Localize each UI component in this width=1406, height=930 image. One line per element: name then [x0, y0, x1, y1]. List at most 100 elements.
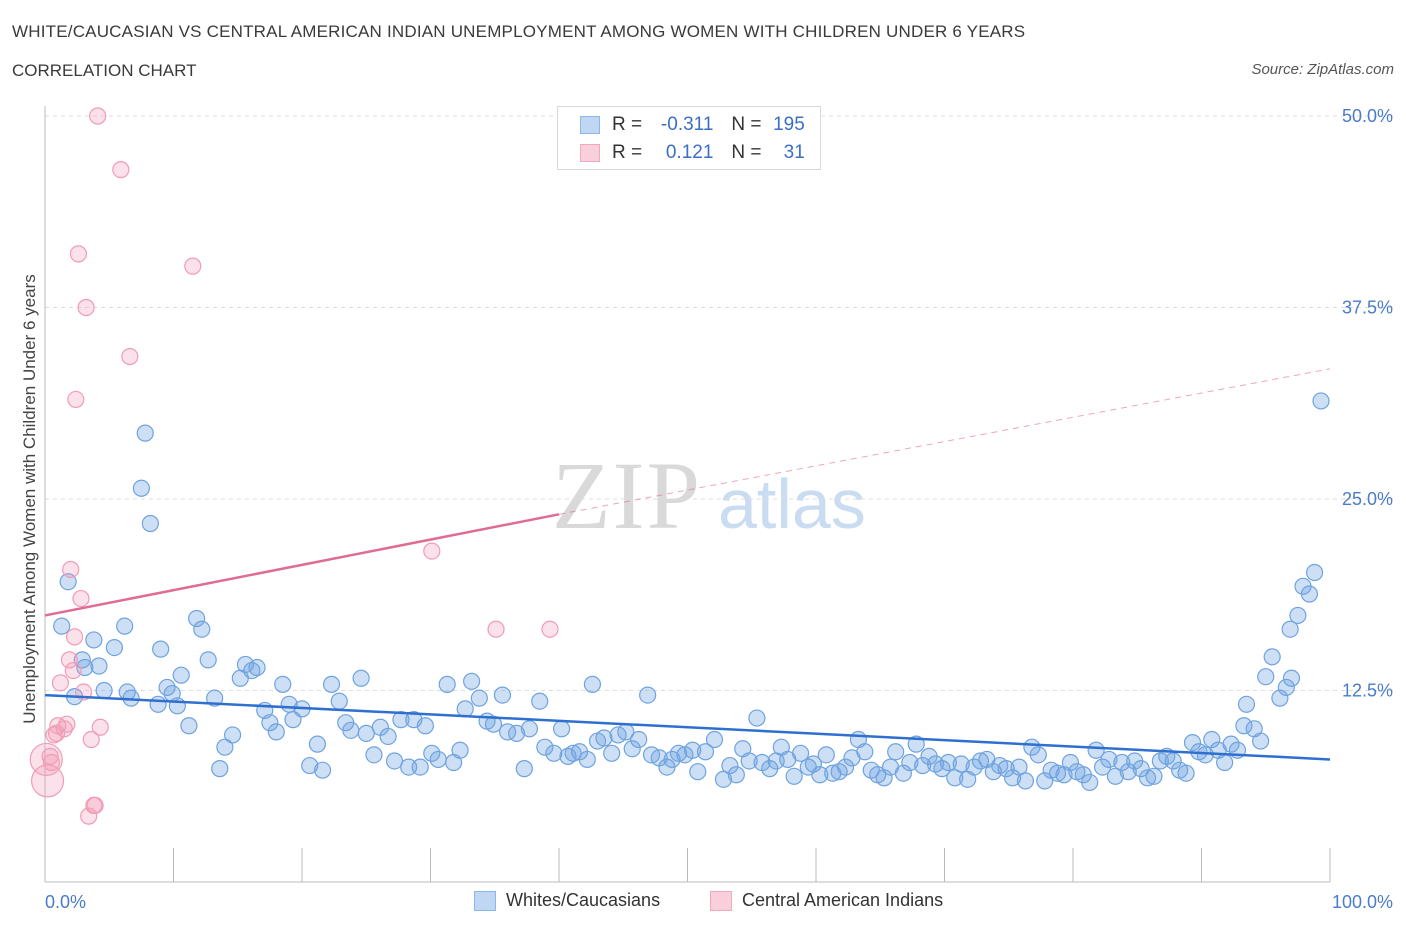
- point-whites: [564, 744, 582, 762]
- point-whites: [149, 695, 167, 713]
- point-whites: [211, 760, 229, 778]
- chart-subtitle: CORRELATION CHART: [12, 61, 197, 80]
- legend-n-label: N =: [731, 142, 762, 163]
- point-whites: [1164, 752, 1182, 770]
- point-central-american: [51, 674, 70, 692]
- point-whites: [714, 770, 733, 788]
- point-whites: [392, 711, 410, 729]
- point-whites: [193, 620, 211, 638]
- trend-line-whites: [44, 693, 1331, 761]
- point-central-american: [29, 742, 63, 777]
- point-whites: [53, 617, 71, 635]
- chart-title: WHITE/CAUCASIAN VS CENTRAL AMERICAN INDI…: [12, 22, 1026, 41]
- source-credit: Source: ZipAtlas.com: [1251, 61, 1394, 78]
- legend-n-value: 195: [773, 114, 805, 135]
- point-whites: [1106, 767, 1125, 785]
- point-whites: [352, 669, 370, 687]
- point-whites: [531, 692, 549, 710]
- point-whites: [669, 744, 688, 762]
- point-whites: [1048, 764, 1067, 782]
- point-central-american: [65, 628, 84, 646]
- point-whites: [105, 639, 123, 657]
- point-whites: [740, 752, 758, 770]
- point-whites: [1216, 753, 1234, 772]
- x-tick-label: 100.0%: [1332, 892, 1393, 912]
- point-whites: [484, 715, 503, 733]
- point-whites: [308, 735, 327, 753]
- point-whites: [507, 724, 526, 742]
- point-whites: [603, 744, 621, 762]
- series-legend-swatch-whites: [474, 890, 496, 911]
- point-whites: [1263, 648, 1281, 666]
- point-whites: [520, 720, 539, 738]
- point-whites: [423, 744, 441, 762]
- point-whites: [1222, 735, 1240, 753]
- point-central-american: [487, 620, 505, 638]
- legend-n-value: 31: [783, 142, 805, 163]
- point-whites: [1177, 764, 1195, 782]
- point-whites: [856, 743, 874, 761]
- point-whites: [116, 617, 134, 635]
- point-whites: [365, 746, 383, 764]
- point-central-american: [82, 730, 100, 749]
- watermark-zip: ZIP: [552, 442, 702, 549]
- trend-line-central-american: [44, 513, 560, 617]
- point-central-american: [67, 390, 85, 409]
- series-legend-label-central-american: Central American Indians: [742, 890, 944, 910]
- point-whites: [224, 726, 242, 744]
- point-central-american: [541, 620, 559, 638]
- point-central-american: [42, 753, 61, 772]
- point-whites: [875, 769, 893, 787]
- point-whites: [95, 681, 113, 700]
- point-whites: [1277, 678, 1295, 697]
- point-whites: [199, 651, 217, 669]
- point-whites: [583, 675, 602, 693]
- point-whites: [1081, 773, 1099, 792]
- point-whites: [493, 686, 512, 704]
- point-whites: [1312, 392, 1330, 410]
- point-whites: [946, 769, 964, 787]
- point-whites: [1289, 606, 1307, 625]
- point-central-american: [62, 560, 80, 579]
- point-whites: [933, 760, 951, 778]
- point-whites: [811, 766, 829, 784]
- point-whites: [887, 743, 905, 761]
- series-legend-central-american: Central American Indians: [710, 890, 943, 911]
- point-whites: [952, 755, 970, 773]
- point-whites: [623, 740, 641, 758]
- point-central-american: [77, 298, 95, 317]
- point-whites: [1145, 767, 1163, 785]
- point-whites: [578, 750, 596, 769]
- point-whites: [90, 657, 108, 675]
- point-whites: [1271, 689, 1289, 707]
- point-whites: [721, 756, 739, 775]
- y-tick-label: 37.5%: [1342, 298, 1393, 318]
- point-central-american: [184, 257, 202, 275]
- point-whites: [1132, 760, 1150, 778]
- point-whites: [939, 753, 957, 772]
- point-whites: [1281, 620, 1299, 638]
- point-whites: [248, 658, 266, 677]
- point-whites: [1305, 563, 1324, 582]
- point-whites: [188, 609, 206, 628]
- point-whites: [456, 700, 474, 718]
- point-whites: [180, 717, 198, 735]
- point-whites: [1300, 585, 1319, 603]
- point-central-american: [58, 715, 76, 733]
- point-whites: [411, 758, 429, 776]
- point-whites: [984, 763, 1002, 781]
- legend-r-label: R =: [612, 142, 643, 163]
- point-whites: [342, 721, 360, 739]
- legend-swatch-whites: [580, 116, 600, 134]
- point-whites: [727, 766, 745, 784]
- point-whites: [1138, 769, 1157, 787]
- point-whites: [663, 750, 681, 769]
- point-whites: [274, 675, 292, 693]
- point-whites: [357, 724, 375, 742]
- point-whites: [595, 729, 613, 747]
- point-whites: [630, 730, 648, 749]
- watermark-atlas: atlas: [718, 465, 866, 543]
- point-whites: [451, 741, 469, 759]
- point-whites: [85, 631, 103, 649]
- point-whites: [463, 672, 481, 690]
